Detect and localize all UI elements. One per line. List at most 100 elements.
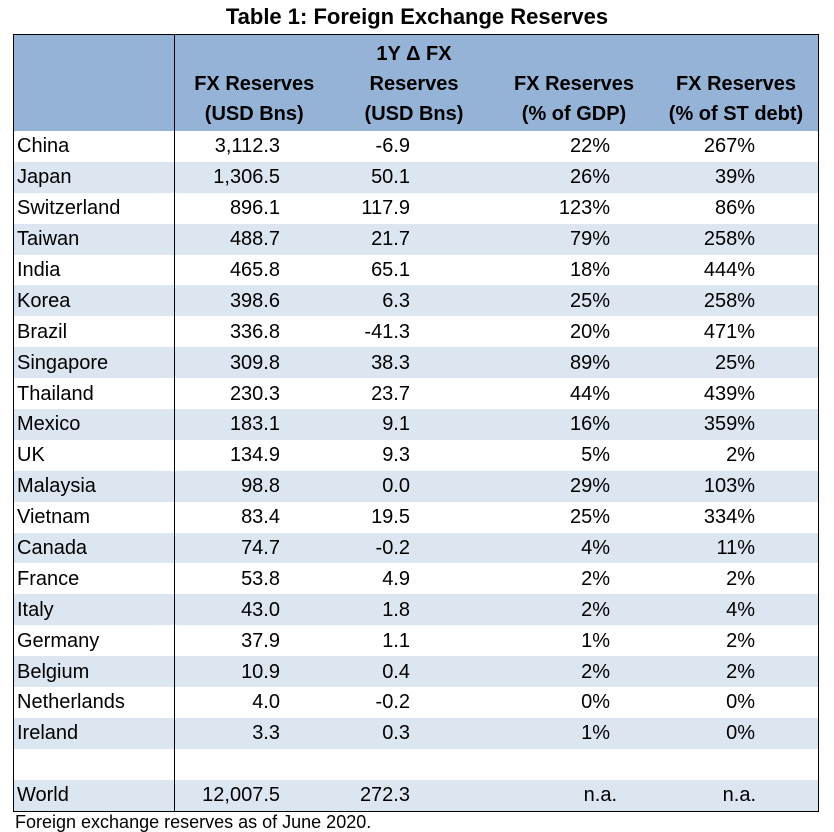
cell-country: Brazil xyxy=(14,316,175,348)
cell-fx-change: 0.3 xyxy=(382,722,410,745)
cell-country: Canada xyxy=(14,532,175,564)
cell-fx-change: 9.3 xyxy=(382,444,410,467)
cell-country: Netherlands xyxy=(14,687,175,718)
cell-pct-gdp: 25% xyxy=(569,289,610,312)
header-fx-reserves-gdp: FX Reserves (% of GDP) xyxy=(494,35,654,131)
cell-country: Italy xyxy=(14,594,175,626)
cell-country: France xyxy=(14,563,175,595)
table-row: Belgium 10.9 0.4 2% 2% xyxy=(14,656,818,688)
table-row: Canada 74.7 -0.2 4% 11% xyxy=(14,532,818,564)
cell-fx-change: 272.3 xyxy=(359,784,410,807)
header-fx-line2: (USD Bns) xyxy=(204,103,304,125)
cell-fx-change: 9.1 xyxy=(382,413,410,436)
cell-fx-change: 65.1 xyxy=(371,259,410,281)
header-fx-reserves-st-debt: FX Reserves (% of ST debt) xyxy=(654,35,818,131)
table-row: Korea 398.6 6.3 25% 258% xyxy=(14,285,818,317)
cell-fx-reserves: 43.0 xyxy=(241,598,280,621)
cell-pct-gdp: 89% xyxy=(569,351,610,374)
cell-fx-change: -0.2 xyxy=(375,691,410,714)
cell-fx-reserves: 12,007.5 xyxy=(202,784,280,807)
cell-pct-st-debt: 439% xyxy=(703,382,755,405)
cell-pct-st-debt: 2% xyxy=(726,567,755,590)
cell-fx-change: 1.8 xyxy=(382,598,410,621)
header-row: FX Reserves (USD Bns) 1Y Δ FX Reserves (… xyxy=(14,35,818,131)
table-row: Vietnam 83.4 19.5 25% 334% xyxy=(14,501,818,533)
cell-pct-st-debt: 359% xyxy=(703,413,755,436)
cell-pct-gdp: 18% xyxy=(569,259,610,281)
cell-pct-gdp: 16% xyxy=(569,413,610,436)
header-chg-line1: Reserves xyxy=(369,73,459,95)
header-gdp-line2: (% of GDP) xyxy=(521,103,627,125)
cell-pct-gdp: 79% xyxy=(569,228,610,251)
table-row: Taiwan 488.7 21.7 79% 258% xyxy=(14,223,818,255)
cell-fx-reserves: 74.7 xyxy=(241,537,280,560)
table-row: China 3,112.3 -6.9 22% 267% xyxy=(14,131,818,162)
cell-fx-reserves: 336.8 xyxy=(229,320,280,343)
cell-pct-gdp: 25% xyxy=(569,506,610,529)
table-row: Germany 37.9 1.1 1% 2% xyxy=(14,625,818,657)
cell-fx-change: -0.2 xyxy=(375,537,410,560)
cell-fx-change: -41.3 xyxy=(364,320,410,343)
cell-pct-st-debt: 25% xyxy=(714,351,755,374)
cell-pct-st-debt: 258% xyxy=(703,228,755,251)
cell-country: Malaysia xyxy=(14,470,175,502)
cell-country: World xyxy=(14,779,175,811)
table-row: Singapore 309.8 38.3 89% 25% xyxy=(14,347,818,379)
table-body: China 3,112.3 -6.9 22% 267% Japan 1,306.… xyxy=(14,131,818,811)
cell-pct-st-debt: 2% xyxy=(726,629,755,652)
cell-pct-st-debt: 11% xyxy=(716,537,755,560)
data-table: FX Reserves (USD Bns) 1Y Δ FX Reserves (… xyxy=(14,35,818,811)
cell-pct-gdp: 5% xyxy=(581,444,610,467)
cell-fx-change: -6.9 xyxy=(375,135,410,158)
cell-fx-reserves: 183.1 xyxy=(229,413,280,436)
cell-pct-gdp: 0% xyxy=(581,691,610,714)
cell-fx-change: 117.9 xyxy=(361,197,410,220)
cell-pct-gdp: 2% xyxy=(581,660,610,683)
cell-pct-gdp: 44% xyxy=(569,382,610,405)
cell-country: Switzerland xyxy=(14,192,175,224)
cell-pct-st-debt: n.a. xyxy=(722,784,756,807)
cell-fx-change: 38.3 xyxy=(371,351,410,374)
table-row: Netherlands 4.0 -0.2 0% 0% xyxy=(14,687,818,718)
table-row: Malaysia 98.8 0.0 29% 103% xyxy=(14,470,818,502)
cell-fx-reserves: 134.9 xyxy=(229,444,280,467)
table-row: Italy 43.0 1.8 2% 4% xyxy=(14,594,818,626)
cell-fx-reserves: 4.0 xyxy=(252,691,280,714)
cell-pct-st-debt: 0% xyxy=(726,691,755,714)
header-st-line1: FX Reserves xyxy=(675,73,797,95)
cell-fx-reserves: 309.8 xyxy=(229,351,280,374)
cell-pct-st-debt: 86% xyxy=(714,197,755,220)
header-fx-reserves-usd: FX Reserves (USD Bns) xyxy=(174,35,334,131)
cell-pct-gdp: 4% xyxy=(581,537,610,560)
cell-country: India xyxy=(14,254,175,286)
cell-pct-st-debt: 471% xyxy=(703,320,755,343)
cell-pct-gdp: 29% xyxy=(569,475,610,498)
cell-pct-gdp: 1% xyxy=(581,629,610,652)
header-chg-line0: 1Y Δ FX xyxy=(376,43,452,65)
header-fx-line1: FX Reserves xyxy=(194,73,315,95)
cell-fx-change: 21.7 xyxy=(371,228,410,251)
cell-pct-gdp: n.a. xyxy=(583,784,617,807)
cell-country: Singapore xyxy=(14,347,175,379)
cell-country: Vietnam xyxy=(14,501,175,533)
cell-country: Ireland xyxy=(14,717,175,749)
cell-fx-reserves: 1,306.5 xyxy=(213,166,280,189)
fx-reserves-table: FX Reserves (USD Bns) 1Y Δ FX Reserves (… xyxy=(13,34,819,812)
cell-fx-reserves: 3,112.3 xyxy=(214,135,280,158)
cell-country: Belgium xyxy=(14,656,175,688)
cell-fx-reserves: 488.7 xyxy=(229,228,280,251)
cell-pct-gdp: 2% xyxy=(581,567,610,590)
footnote: Foreign exchange reserves as of June 202… xyxy=(15,812,372,832)
table-title: Table 1: Foreign Exchange Reserves xyxy=(225,4,609,29)
cell-pct-st-debt: 39% xyxy=(714,166,755,189)
cell-fx-reserves: 398.6 xyxy=(229,289,280,312)
cell-pct-gdp: 26% xyxy=(569,166,610,189)
cell-fx-reserves: 465.8 xyxy=(229,259,280,281)
spacer-row xyxy=(14,748,818,780)
cell-pct-gdp: 2% xyxy=(581,598,610,621)
cell-pct-st-debt: 2% xyxy=(726,444,755,467)
cell-pct-st-debt: 103% xyxy=(703,475,755,498)
cell-pct-st-debt: 267% xyxy=(703,135,755,158)
header-chg-line2: (USD Bns) xyxy=(364,103,464,125)
cell-fx-reserves: 83.4 xyxy=(241,506,280,529)
